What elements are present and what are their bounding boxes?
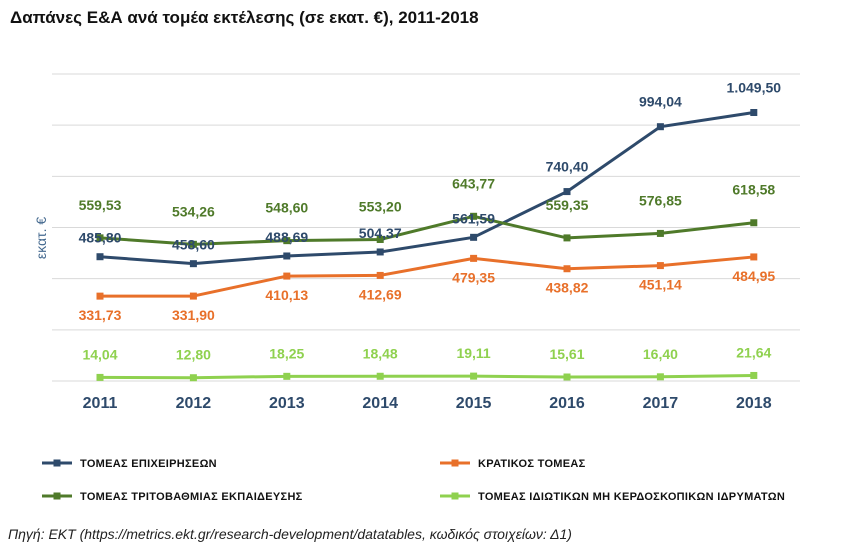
data-label: 488,69 [265,229,308,245]
data-point [283,372,291,380]
data-label: 479,35 [452,269,495,285]
data-point [750,371,758,379]
data-point [563,265,571,273]
series-line [99,255,754,298]
data-point [376,271,384,279]
y-axis-label: εκατ. € [33,217,49,259]
data-point [656,373,664,381]
data-point [750,219,758,227]
data-label: 410,13 [265,287,308,303]
data-point [189,240,197,248]
data-label: 18,48 [363,345,398,361]
data-point [96,234,104,242]
data-point [376,235,384,243]
data-label: 16,40 [643,346,678,362]
data-point [283,237,291,245]
data-point [96,292,104,300]
legend-label: ΤΟΜΕΑΣ ΤΡΙΤΟΒΑΘΜΙΑΣ ΕΚΠΑΙΔΕΥΣΗΣ [80,491,303,503]
data-label: 504,37 [359,225,402,241]
data-point [750,253,758,261]
x-tick-label: 2011 [83,395,118,412]
data-point [470,372,478,380]
data-label: 534,26 [172,203,215,219]
data-point [750,109,758,117]
line-chart: εκατ. € 2011 2012 2013 2014 2015 2016 2017 2018… [33,73,800,503]
data-point [189,292,197,300]
data-point [656,262,664,270]
data-label: 21,64 [736,344,771,360]
data-label: 331,90 [172,307,215,323]
data-label: 18,25 [269,345,304,361]
legend-marker [451,459,459,467]
x-tick-label: 2012 [176,395,212,412]
data-label: 559,35 [546,197,589,213]
legend-label: ΤΟΜΕΑΣ ΙΔΙΩΤΙΚΩΝ ΜΗ ΚΕΡΔΟΣΚΟΠΙΚΩΝ ΙΔΡΥΜΑ… [478,491,785,503]
data-label: 618,58 [732,182,775,198]
series-line [99,111,755,266]
data-point [283,252,291,260]
legend-label: ΚΡΑΤΙΚΟΣ ΤΟΜΕΑΣ [478,458,586,470]
data-point [96,253,104,261]
data-point [470,254,478,262]
legend-marker [53,459,61,467]
x-tick-label: 2016 [549,395,585,412]
chart-title: Δαπάνες Ε&Α ανά τομέα εκτέλεσης (σε εκατ… [10,8,479,27]
data-label: 994,04 [639,94,682,110]
data-label: 438,82 [546,280,589,296]
data-point [563,234,571,242]
data-point [376,248,384,256]
data-point [283,272,291,280]
series-line [99,214,754,246]
series-lines [96,109,758,382]
data-label: 412,69 [359,286,402,302]
x-tick-label: 2018 [736,395,772,412]
legend-marker [53,492,61,500]
data-label: 451,14 [639,277,682,293]
data-label: 12,80 [176,347,211,363]
data-label: 19,11 [456,345,490,361]
data-label: 548,60 [265,200,308,216]
x-tick-label: 2015 [456,395,492,412]
x-axis-ticks: 2011 2012 2013 2014 2015 2016 2017 2018 [83,395,772,412]
data-label: 643,77 [452,175,495,191]
data-point [563,373,571,381]
data-point [96,373,104,381]
data-label: 484,95 [732,268,775,284]
data-label: 561,59 [452,210,495,226]
x-tick-label: 2017 [643,395,679,412]
data-point [470,233,478,241]
data-point [470,212,478,220]
data-point [189,260,197,268]
data-label: 14,04 [82,346,117,362]
x-tick-label: 2013 [269,395,305,412]
x-tick-label: 2014 [362,395,398,412]
data-label: 331,73 [79,307,122,323]
data-point [376,372,384,380]
legend-marker [451,492,459,500]
data-point [656,123,664,131]
data-point [563,188,571,196]
data-point [189,374,197,382]
data-label: 576,85 [639,192,682,208]
data-label: 559,53 [79,197,122,213]
data-labels: 485,80 458,60 488,69 504,37 561,59 740,40 994,… [79,80,782,363]
legend-label: ΤΟΜΕΑΣ ΕΠΙΧΕΙΡΗΣΕΩΝ [80,458,217,470]
legend: ΤΟΜΕΑΣ ΕΠΙΧΕΙΡΗΣΕΩΝ ΚΡΑΤΙΚΟΣ ΤΟΜΕΑΣ ΤΟΜΕΑΣ… [42,458,785,503]
source-note: Πηγή: ΕΚΤ (https://metrics.ekt.gr/resear… [8,526,572,542]
data-point [656,229,664,237]
data-label: 485,80 [79,230,122,246]
data-label: 1.049,50 [727,80,782,96]
data-label: 458,60 [172,237,215,253]
series-line [99,373,754,380]
data-label: 553,20 [359,198,402,214]
data-label: 740,40 [546,159,589,175]
data-label: 15,61 [549,346,584,362]
